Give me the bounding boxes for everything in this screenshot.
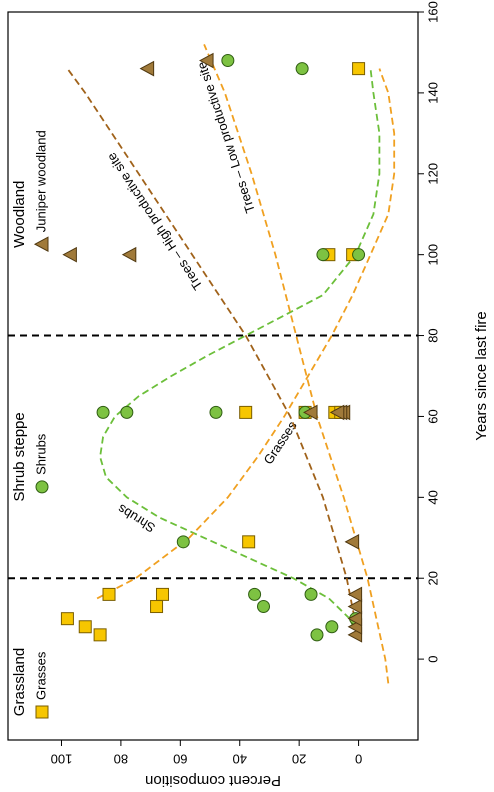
marker-square [78,620,92,634]
marker-circle [176,535,190,549]
marker-triangle [347,610,363,627]
x-tick-label: 160 [425,1,440,23]
y-tick-label: 0 [355,752,362,767]
y-tick-label: 20 [292,752,306,767]
marker-circle [310,628,324,642]
marker-circle [248,587,262,601]
x-tick-label: 80 [425,328,440,342]
trend-label: Trees – Low productive site [194,60,258,215]
zone-label: Woodland [11,181,28,248]
legend-label: Juniper woodland [33,130,48,232]
trend-line [99,68,381,640]
x-tick-label: 60 [425,409,440,423]
trend-label: Trees – High productive site [104,150,206,293]
marker-triangle [329,404,345,421]
marker-circle [325,620,339,634]
marker-square [352,62,366,76]
legend-marker [33,236,49,253]
marker-triangle [302,404,318,421]
y-tick-label: 40 [233,752,247,767]
marker-triangle [347,598,363,615]
x-tick-label: 20 [425,571,440,585]
trend-label: Shrubs [114,501,157,536]
legend-label: Shrubs [33,433,48,475]
marker-square [155,587,169,601]
marker-circle [316,248,330,262]
marker-triangle [199,52,214,69]
marker-circle [120,405,134,419]
x-axis-label: Years since last fire [473,311,490,441]
x-tick-label: 120 [425,163,440,185]
marker-square [242,535,256,549]
marker-square [150,600,164,614]
x-tick-label: 40 [425,490,440,504]
marker-triangle [344,533,360,550]
trend-line [66,68,360,640]
marker-triangle [121,246,137,263]
legend-marker [35,705,49,719]
y-tick-label: 60 [173,752,187,767]
marker-square [93,628,107,642]
marker-triangle [62,246,77,263]
x-tick-label: 0 [425,655,440,662]
marker-square [102,587,116,601]
legend-marker [35,480,49,494]
x-tick-label: 140 [425,82,440,104]
zone-label: Grassland [11,648,28,716]
marker-square [60,612,74,626]
marker-circle [209,405,223,419]
marker-triangle [347,586,363,603]
marker-circle [304,587,318,601]
marker-circle [295,62,309,76]
plot-frame [7,11,419,741]
marker-circle [96,405,110,419]
marker-circle [221,54,235,68]
y-tick-label: 80 [114,752,128,767]
marker-triangle [139,60,155,77]
marker-square [239,405,253,419]
marker-circle [257,600,271,614]
legend-label: Grasses [33,651,48,700]
y-tick-label: 100 [51,752,73,767]
marker-circle [352,248,366,262]
x-tick-label: 100 [425,244,440,266]
zone-label: Shrub steppe [11,412,28,501]
y-axis-label: Percent composition [145,772,281,789]
